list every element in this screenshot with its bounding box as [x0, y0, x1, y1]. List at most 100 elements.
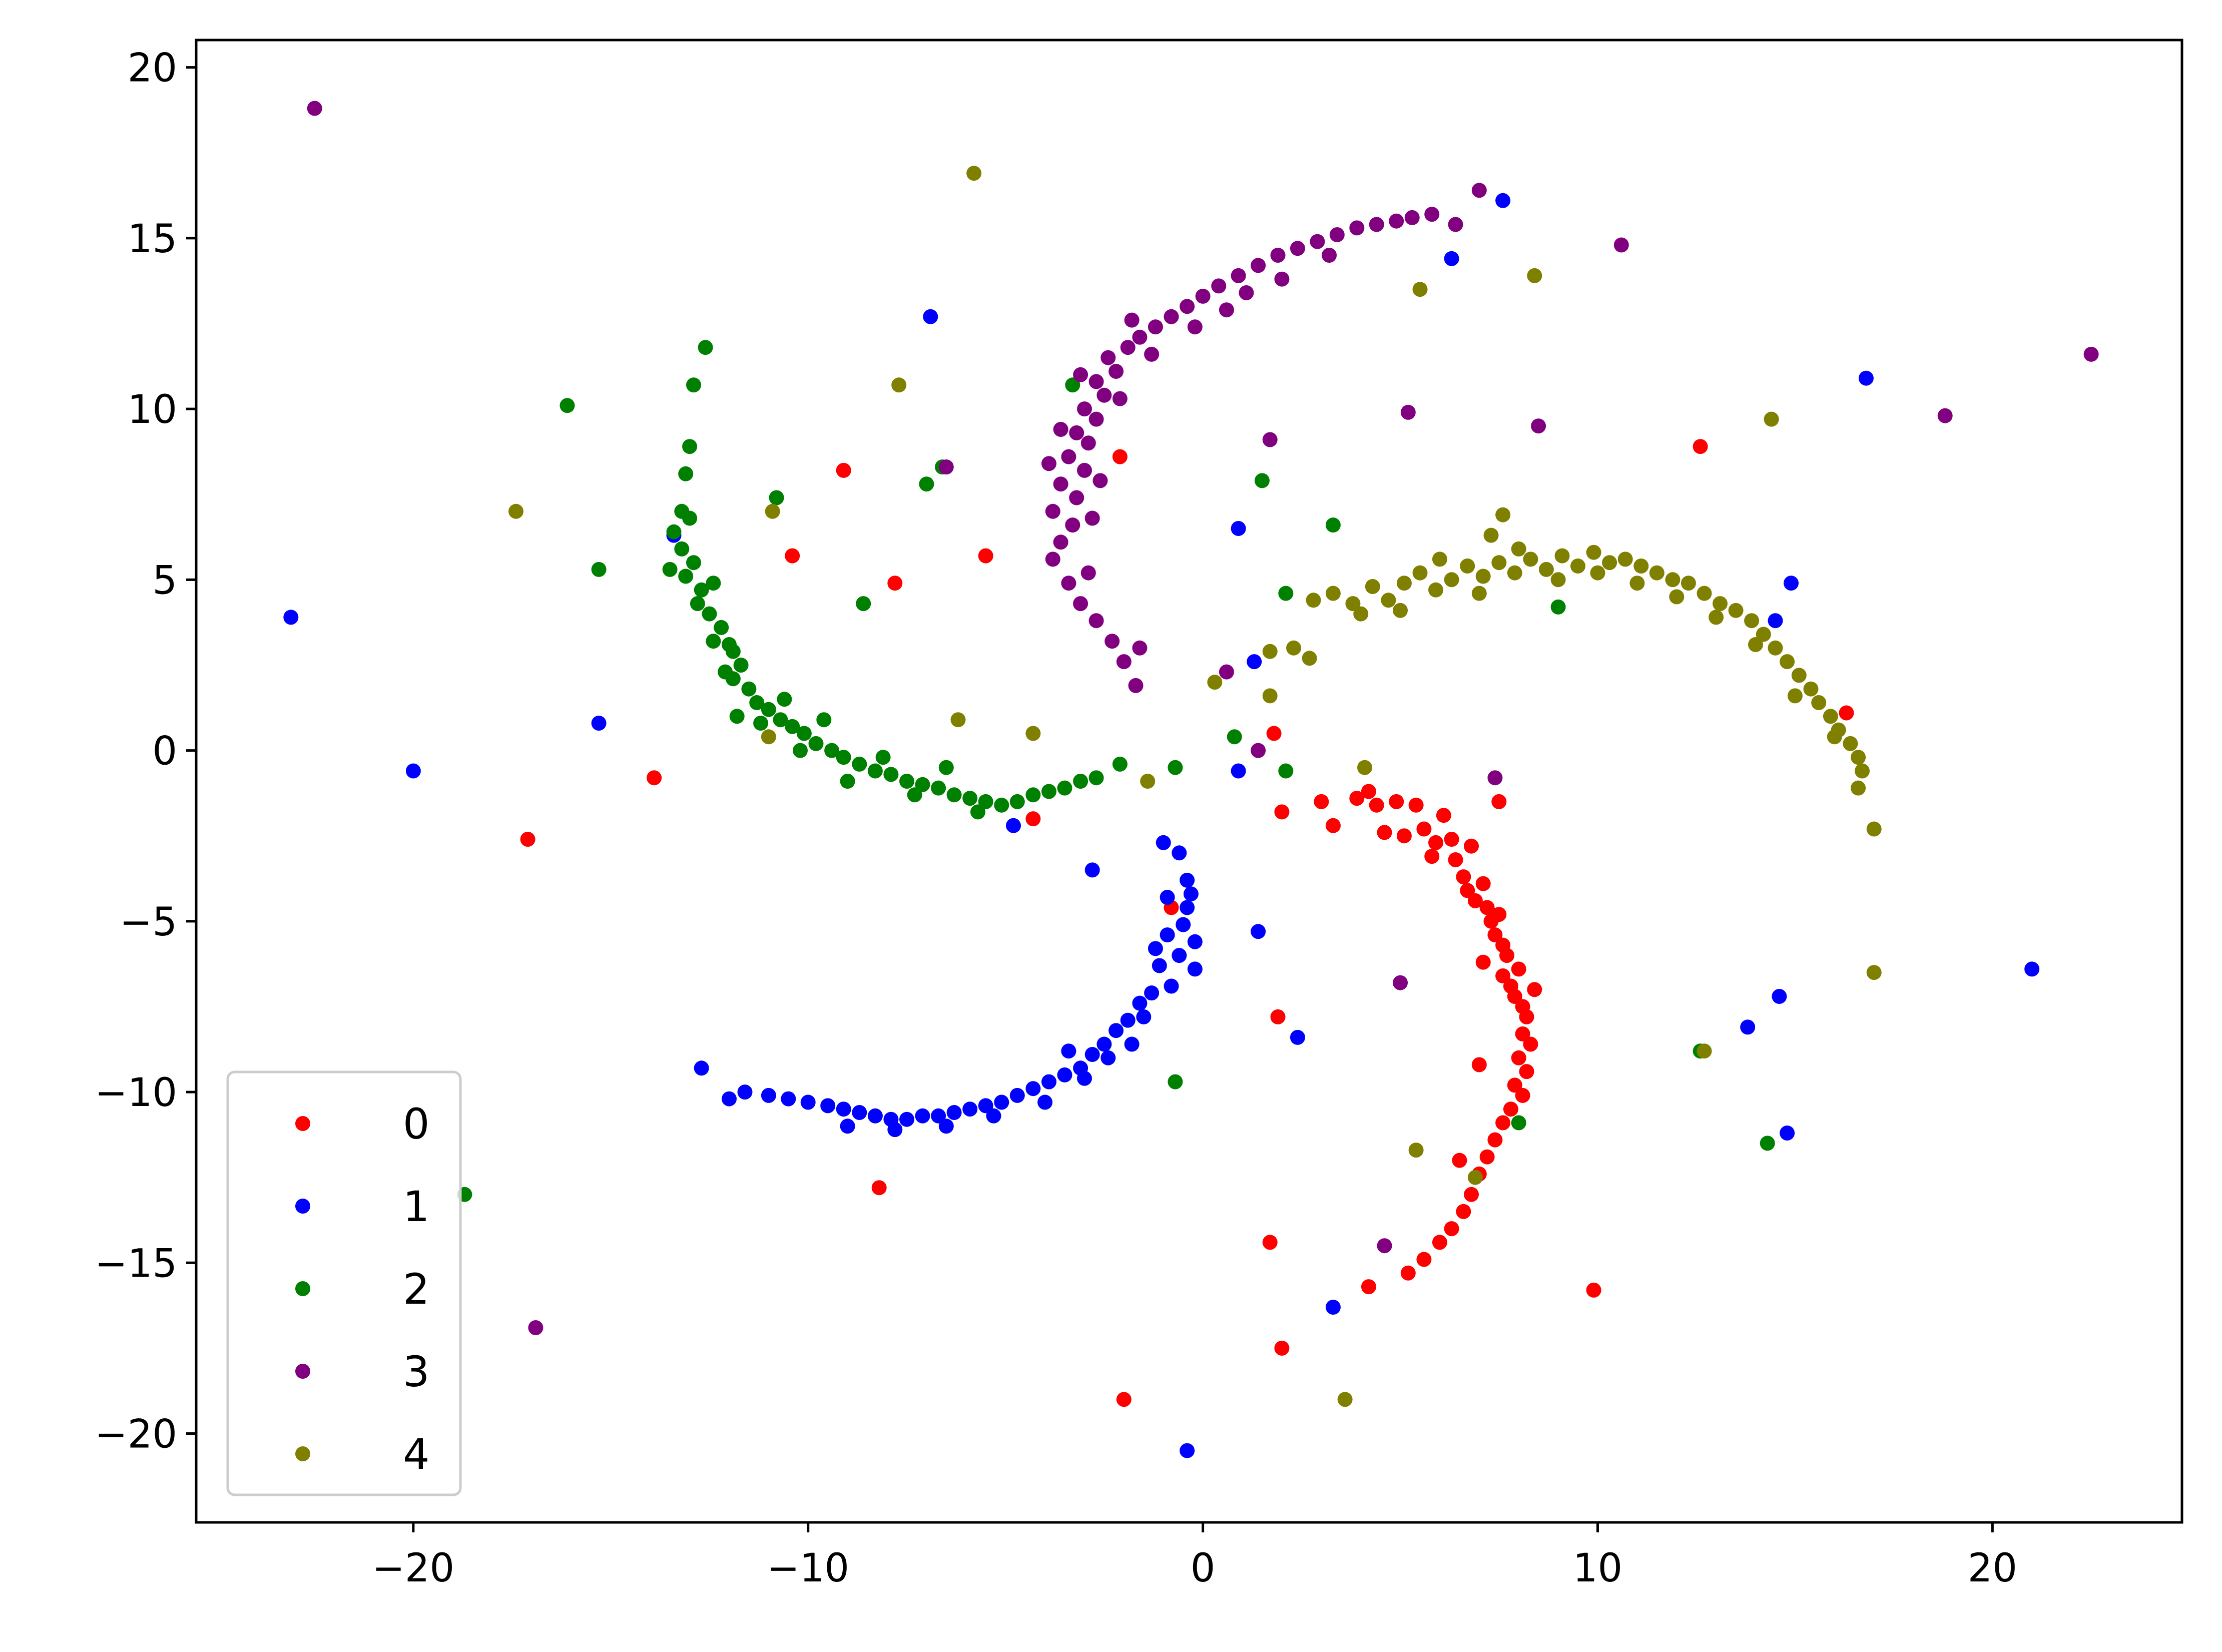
point-series-1-13 — [1120, 1012, 1136, 1028]
point-series-0-49 — [1361, 1279, 1376, 1295]
point-series-0-36 — [1507, 1077, 1522, 1093]
point-series-0-61 — [887, 576, 903, 591]
point-series-0-2 — [1325, 818, 1341, 833]
point-series-4-67 — [761, 729, 776, 745]
point-series-1-71 — [1772, 989, 1787, 1004]
point-series-1-5 — [1176, 917, 1191, 932]
point-series-4-34 — [1823, 709, 1838, 724]
point-series-3-61 — [1400, 404, 1416, 420]
point-series-0-59 — [785, 548, 800, 564]
point-series-1-53 — [283, 610, 299, 625]
point-series-3-56 — [1448, 217, 1463, 232]
point-series-0-63 — [520, 832, 535, 847]
point-series-2-69 — [1227, 729, 1242, 745]
point-series-2-34 — [1025, 787, 1041, 803]
point-series-2-12 — [733, 658, 749, 673]
y-tick-label-0: 20 — [128, 46, 177, 91]
point-series-0-1 — [1314, 794, 1329, 809]
point-series-0-26 — [1495, 968, 1511, 983]
point-series-4-60 — [966, 166, 982, 181]
point-series-1-8 — [1172, 948, 1187, 963]
point-series-0-8 — [1396, 828, 1412, 844]
x-tick-label-3: 10 — [1573, 1546, 1622, 1591]
point-series-4-58 — [1207, 675, 1223, 690]
legend-item-4: 4 — [295, 1430, 429, 1479]
y-tick-label-5: −5 — [120, 900, 177, 945]
point-series-3-59 — [1937, 408, 1953, 423]
point-series-3-13 — [1108, 364, 1124, 379]
legend: 0 1 2 3 4 — [226, 1070, 462, 1496]
point-series-4-41 — [1393, 603, 1408, 618]
point-series-4-53 — [1495, 507, 1511, 522]
point-series-3-20 — [1195, 288, 1211, 304]
point-series-4-59 — [1262, 688, 1278, 704]
point-series-2-58 — [678, 466, 694, 481]
point-series-4-45 — [1550, 572, 1566, 588]
point-series-1-28 — [899, 1112, 914, 1127]
point-series-2-42 — [840, 774, 855, 789]
point-series-3-35 — [1088, 613, 1104, 629]
point-series-4-15 — [1554, 548, 1570, 564]
point-series-1-69 — [1084, 862, 1100, 878]
point-series-0-64 — [871, 1180, 887, 1196]
point-series-3-46 — [1274, 271, 1290, 287]
point-series-2-46 — [777, 692, 792, 707]
point-series-3-69 — [1251, 743, 1266, 758]
point-series-3-40 — [1092, 473, 1108, 488]
point-series-3-17 — [1148, 319, 1163, 335]
point-series-2-24 — [867, 763, 883, 779]
point-series-0-11 — [1424, 849, 1440, 864]
series-2 — [457, 340, 1775, 1202]
point-series-4-69 — [1025, 726, 1041, 741]
point-series-1-48 — [1180, 900, 1195, 915]
point-series-3-66 — [1393, 975, 1408, 990]
point-series-4-23 — [1681, 576, 1696, 591]
point-series-2-57 — [686, 377, 701, 393]
point-series-4-47 — [1629, 576, 1645, 591]
point-series-4-68 — [950, 712, 966, 728]
point-series-3-7 — [1080, 435, 1096, 451]
point-series-2-52 — [722, 637, 737, 652]
point-series-1-64 — [1231, 521, 1246, 536]
point-series-0-22 — [1487, 927, 1503, 943]
point-series-3-6 — [1061, 449, 1076, 464]
point-series-0-68 — [1274, 1340, 1290, 1356]
point-series-1-38 — [722, 1091, 737, 1107]
legend-label-0: 0 — [403, 1099, 429, 1149]
point-series-3-45 — [1239, 285, 1254, 300]
point-series-1-45 — [840, 1119, 855, 1134]
point-series-4-6 — [1412, 565, 1428, 581]
point-series-1-34 — [800, 1094, 816, 1110]
point-series-0-25 — [1499, 948, 1514, 963]
point-series-1-65 — [1231, 763, 1246, 779]
point-series-0-7 — [1389, 794, 1404, 809]
point-series-1-6 — [1187, 934, 1203, 949]
point-series-4-57 — [1262, 644, 1278, 659]
point-series-3-4 — [1053, 476, 1068, 492]
point-series-3-29 — [1369, 217, 1384, 232]
point-series-4-77 — [1337, 1392, 1353, 1407]
point-series-3-37 — [1116, 654, 1132, 670]
point-series-4-54 — [1483, 527, 1499, 543]
point-series-2-2 — [666, 524, 682, 539]
legend-label-4: 4 — [403, 1430, 429, 1479]
point-series-4-27 — [1744, 613, 1760, 629]
plot-frame — [195, 39, 2183, 1524]
point-series-2-66 — [1254, 473, 1270, 488]
point-series-2-40 — [753, 716, 769, 731]
point-series-4-55 — [1286, 640, 1301, 656]
point-series-4-64 — [891, 377, 907, 393]
point-series-4-43 — [1471, 586, 1487, 601]
point-series-1-15 — [1096, 1036, 1112, 1052]
point-series-3-57 — [1613, 237, 1629, 253]
point-series-1-20 — [1025, 1081, 1041, 1096]
point-series-1-51 — [1061, 1043, 1076, 1059]
point-series-2-37 — [1073, 774, 1088, 789]
point-series-0-72 — [1025, 811, 1041, 827]
point-series-3-9 — [1088, 411, 1104, 427]
point-series-0-34 — [1511, 1050, 1526, 1065]
point-series-3-22 — [1231, 268, 1246, 283]
point-series-1-12 — [1132, 995, 1148, 1011]
series-0 — [520, 439, 1854, 1407]
